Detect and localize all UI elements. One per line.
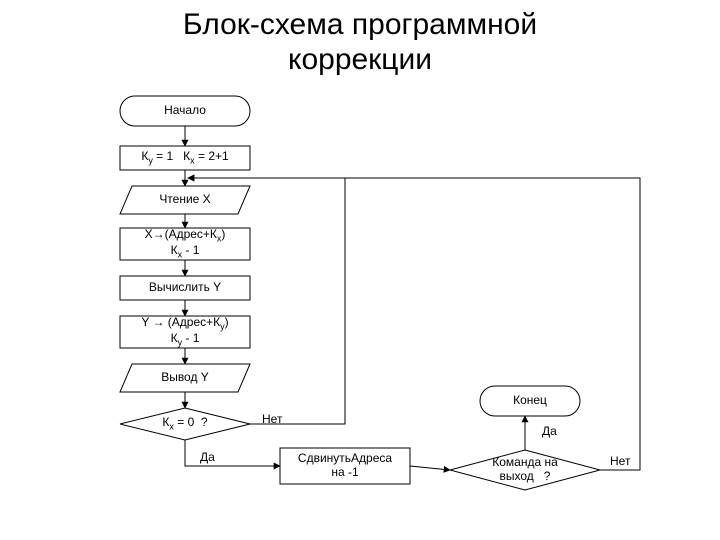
label-exit_no: Нет: [610, 454, 630, 468]
node-init: [120, 146, 250, 170]
node-read: [120, 186, 250, 214]
label-kx_no: Нет: [262, 412, 282, 426]
node-shift: [280, 448, 410, 484]
edge: [188, 178, 640, 470]
label-kx_yes: Да: [200, 450, 215, 464]
edge: [410, 466, 450, 470]
node-out_y: [120, 364, 250, 392]
node-end: [480, 386, 580, 416]
node-exit_q: [450, 450, 600, 490]
node-start: [120, 96, 250, 126]
node-compute: [120, 276, 250, 300]
node-kx_zero: [120, 408, 250, 440]
node-store_y: [120, 316, 250, 348]
label-exit_yes: Да: [542, 424, 557, 438]
node-store_x: [120, 228, 250, 260]
